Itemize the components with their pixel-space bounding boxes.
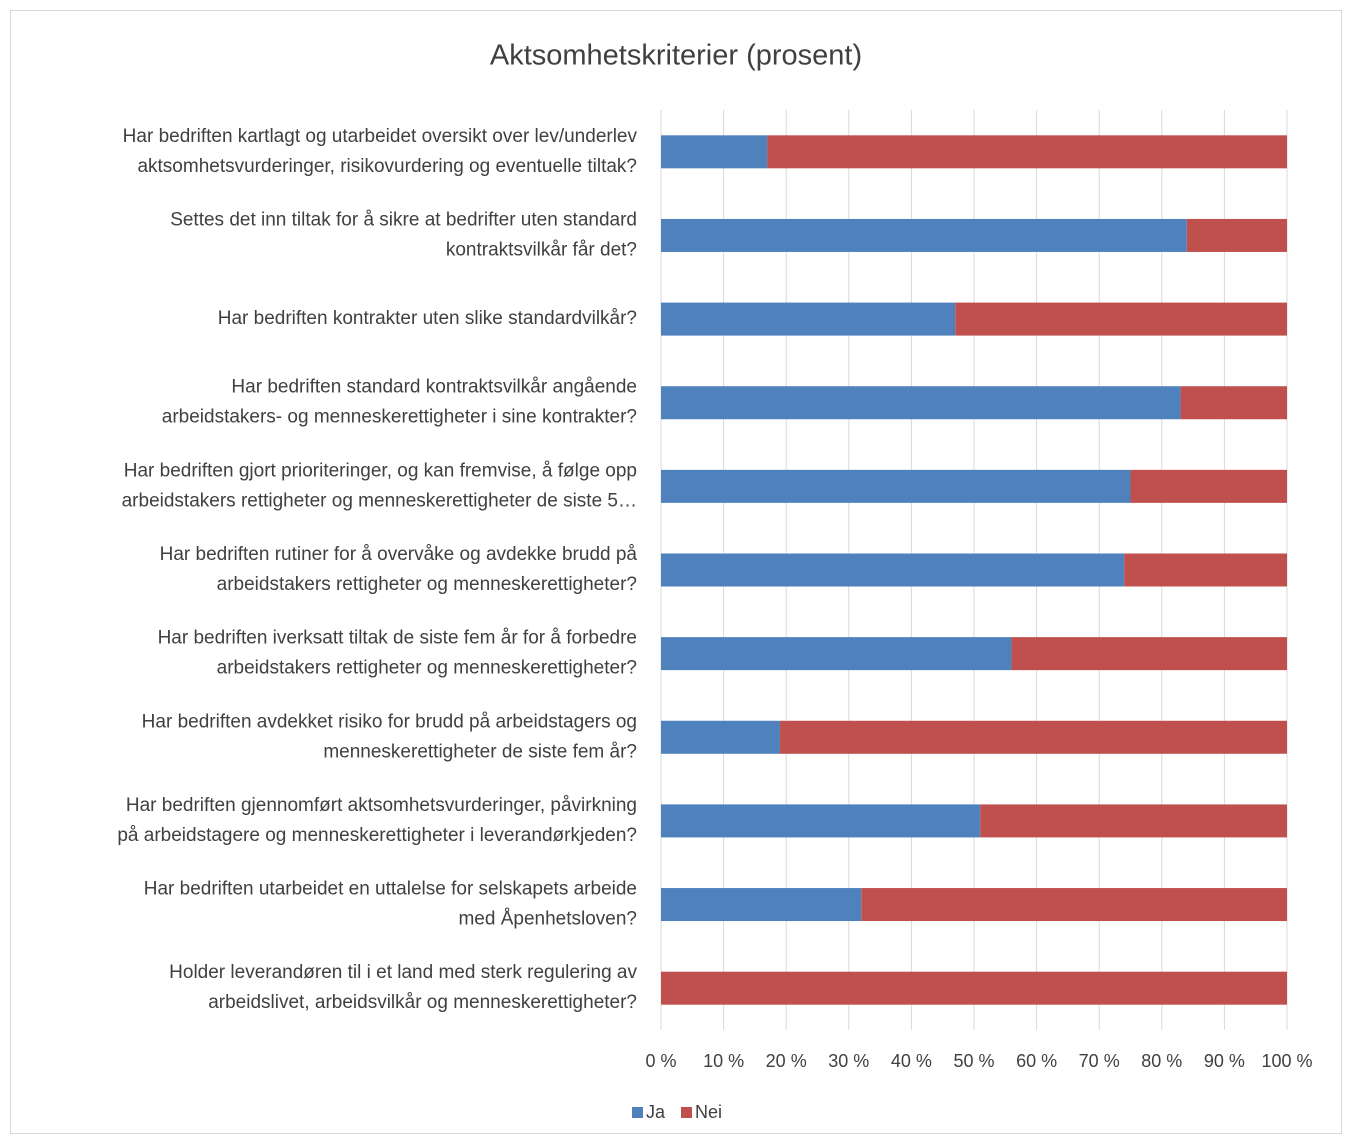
- bar: [1180, 386, 1287, 420]
- bar: [661, 637, 1012, 671]
- y-tick-label: Har bedriften standard kontraktsvilkår a…: [231, 377, 637, 398]
- y-tick-label: Settes det inn tiltak for å sikre at bed…: [170, 209, 637, 230]
- y-tick-label: med Åpenhetsloven?: [458, 909, 637, 930]
- y-tick-label: kontraktsvilkår får det?: [446, 239, 637, 260]
- legend-label: Ja: [646, 1102, 666, 1122]
- y-tick-label: Har bedriften kontrakter uten slike stan…: [218, 308, 637, 329]
- chart-title: Aktsomhetskriterier (prosent): [490, 40, 862, 72]
- bar: [661, 135, 768, 169]
- bar: [661, 386, 1181, 420]
- y-tick-label: på arbeidstagere og menneskerettigheter …: [117, 825, 637, 846]
- y-tick-label: arbeidstakers- og menneskerettigheter i …: [162, 407, 637, 428]
- bar: [779, 720, 1287, 754]
- bar: [955, 302, 1287, 336]
- bar: [661, 888, 862, 922]
- legend-label: Nei: [695, 1102, 722, 1122]
- y-tick-label: arbeidslivet, arbeidsvilkår og mennesker…: [208, 992, 637, 1013]
- bar: [661, 302, 956, 336]
- y-tick-label: Har bedriften iverksatt tiltak de siste …: [158, 628, 637, 649]
- bar: [1130, 469, 1287, 503]
- y-tick-label: arbeidstakers rettigheter og menneskeret…: [217, 658, 637, 679]
- x-tick-label: 100 %: [1261, 1051, 1312, 1071]
- y-tick-label: Har bedriften utarbeidet en uttalelse fo…: [144, 879, 637, 900]
- x-tick-label: 30 %: [828, 1051, 869, 1071]
- bar: [661, 469, 1131, 503]
- y-tick-label: arbeidstakers rettigheter og menneskeret…: [122, 490, 637, 511]
- y-tick-label: arbeidstakers rettigheter og menneskeret…: [217, 574, 637, 595]
- x-tick-label: 90 %: [1204, 1051, 1245, 1071]
- x-tick-label: 60 %: [1016, 1051, 1057, 1071]
- x-tick-label: 0 %: [645, 1051, 676, 1071]
- legend-swatch: [632, 1107, 643, 1118]
- y-tick-label: Har bedriften kartlagt og utarbeidet ove…: [123, 126, 638, 147]
- bar: [861, 888, 1287, 922]
- x-tick-label: 10 %: [703, 1051, 744, 1071]
- y-tick-label: Har bedriften avdekket risiko for brudd …: [142, 711, 637, 732]
- bar: [1011, 637, 1287, 671]
- y-tick-label: Har bedriften rutiner for å overvåke og …: [160, 544, 638, 565]
- x-tick-label: 80 %: [1141, 1051, 1182, 1071]
- y-tick-label: Har bedriften gjort prioriteringer, og k…: [124, 460, 637, 481]
- bar: [661, 720, 780, 754]
- bar: [1124, 553, 1287, 587]
- bar: [980, 804, 1287, 838]
- y-tick-label: aktsomhetsvurderinger, risikovurdering o…: [137, 156, 637, 177]
- y-tick-label: Har bedriften gjennomført aktsomhetsvurd…: [126, 795, 637, 816]
- x-tick-label: 20 %: [766, 1051, 807, 1071]
- bar: [1186, 218, 1287, 252]
- x-tick-label: 40 %: [891, 1051, 932, 1071]
- y-tick-label: Holder leverandøren til i et land med st…: [169, 962, 637, 983]
- y-tick-label: menneskerettigheter de siste fem år?: [323, 741, 637, 762]
- bar: [661, 553, 1125, 587]
- bar: [767, 135, 1287, 169]
- legend-swatch: [681, 1107, 693, 1118]
- x-tick-label: 70 %: [1079, 1051, 1120, 1071]
- bar: [661, 971, 1287, 1005]
- x-tick-label: 50 %: [953, 1051, 994, 1071]
- bar: [661, 218, 1187, 252]
- bar: [661, 804, 981, 838]
